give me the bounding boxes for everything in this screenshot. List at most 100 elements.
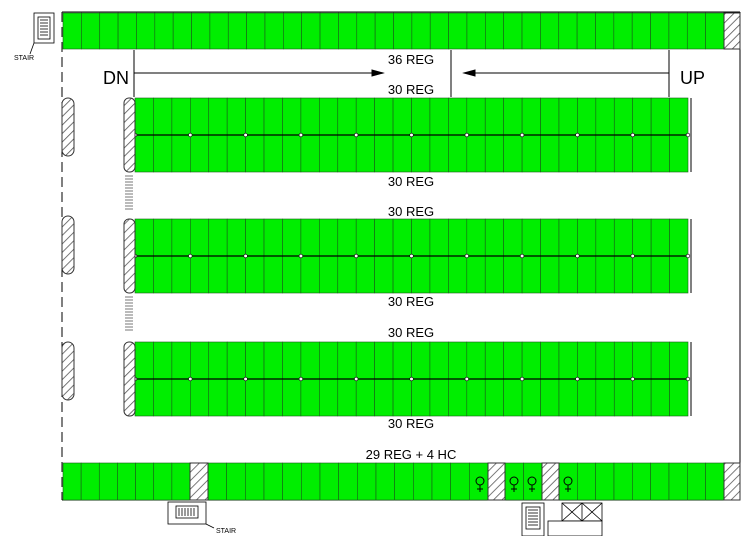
parking-stall <box>670 98 688 135</box>
parking-stall <box>375 342 393 379</box>
parking-stall <box>577 342 595 379</box>
parking-stall <box>375 13 393 49</box>
parking-stall <box>376 463 395 500</box>
parking-stall <box>485 98 503 135</box>
parking-stall <box>522 379 540 416</box>
parking-stall <box>319 379 337 416</box>
parking-stall <box>338 379 356 416</box>
parking-stall <box>540 13 558 49</box>
parking-stall <box>412 13 430 49</box>
parking-stall <box>596 379 614 416</box>
elevator-icon <box>548 503 602 536</box>
parking-stall <box>412 379 430 416</box>
parking-stall <box>504 135 522 172</box>
parking-stall <box>282 135 300 172</box>
parking-stall <box>614 13 632 49</box>
parking-stall <box>135 379 153 416</box>
column-marker <box>299 254 303 258</box>
parking-stall <box>412 256 430 293</box>
parking-stall <box>541 135 559 172</box>
parking-stall <box>283 13 301 49</box>
parking-stall <box>541 379 559 416</box>
column-marker <box>576 377 580 381</box>
parking-stall <box>320 463 339 500</box>
parking-stall <box>153 98 171 135</box>
parking-stall <box>651 135 669 172</box>
parking-stall <box>633 379 651 416</box>
stair-icon <box>30 13 54 54</box>
parking-stall <box>209 256 227 293</box>
column-marker <box>189 254 193 258</box>
parking-stall <box>172 98 190 135</box>
parking-stall <box>559 219 577 256</box>
parking-stall <box>319 342 337 379</box>
parking-stall <box>467 219 485 256</box>
parking-stall <box>485 13 503 49</box>
parking-stall <box>633 219 651 256</box>
parking-stall <box>209 379 227 416</box>
parking-stall <box>246 379 264 416</box>
column-marker <box>465 133 469 137</box>
parking-stall <box>209 135 227 172</box>
parking-stall <box>247 13 265 49</box>
parking-stall <box>541 342 559 379</box>
parking-stall <box>375 256 393 293</box>
parking-stall <box>375 219 393 256</box>
row-label-double-2-bottom: 30 REG <box>388 294 434 309</box>
parking-stall <box>118 13 136 49</box>
parking-stall <box>448 98 466 135</box>
column-marker <box>354 377 358 381</box>
parking-stall <box>577 463 595 500</box>
parking-stall <box>504 256 522 293</box>
stair-icon <box>522 503 544 536</box>
parking-stall <box>670 219 688 256</box>
parking-stall <box>430 98 448 135</box>
parking-stall <box>246 135 264 172</box>
parking-stall <box>430 135 448 172</box>
parking-stall <box>669 13 687 49</box>
hatch-south-2 <box>488 463 505 500</box>
parking-stall <box>357 13 375 49</box>
parking-stall <box>227 379 245 416</box>
hatch-north-east <box>724 13 740 49</box>
parking-stall <box>153 342 171 379</box>
column-marker <box>465 254 469 258</box>
parking-stall <box>319 98 337 135</box>
parking-stall <box>614 135 632 172</box>
parking-stall <box>63 463 81 500</box>
column-marker <box>189 133 193 137</box>
parking-stall <box>430 256 448 293</box>
parking-stall <box>265 13 283 49</box>
parking-stall <box>706 463 724 500</box>
parking-stall <box>301 342 319 379</box>
parking-stall <box>485 219 503 256</box>
row-label-double-3-bottom: 30 REG <box>388 416 434 431</box>
parking-stall <box>687 463 705 500</box>
parking-stall <box>393 135 411 172</box>
parking-stall <box>136 463 154 500</box>
parking-stall <box>432 463 451 500</box>
parking-stall <box>595 13 613 49</box>
parking-stall <box>596 463 614 500</box>
parking-stall <box>320 13 338 49</box>
parking-stall <box>395 463 414 500</box>
parking-stall <box>227 342 245 379</box>
parking-stall <box>504 219 522 256</box>
traffic-arrows <box>134 70 669 76</box>
parking-stall <box>155 13 173 49</box>
parking-stall <box>504 98 522 135</box>
parking-stall <box>63 13 81 49</box>
parking-stall <box>467 342 485 379</box>
parking-stall <box>172 342 190 379</box>
parking-stall <box>301 379 319 416</box>
parking-stall <box>245 463 264 500</box>
row-label-double-1-top: 30 REG <box>388 82 434 97</box>
parking-row-north <box>63 13 724 49</box>
parking-stall <box>81 463 99 500</box>
row-label-south: 29 REG + 4 HC <box>366 447 457 462</box>
parking-stall <box>614 379 632 416</box>
parking-stall <box>153 219 171 256</box>
parking-stall <box>541 256 559 293</box>
parking-stall <box>153 135 171 172</box>
parking-stall <box>319 135 337 172</box>
